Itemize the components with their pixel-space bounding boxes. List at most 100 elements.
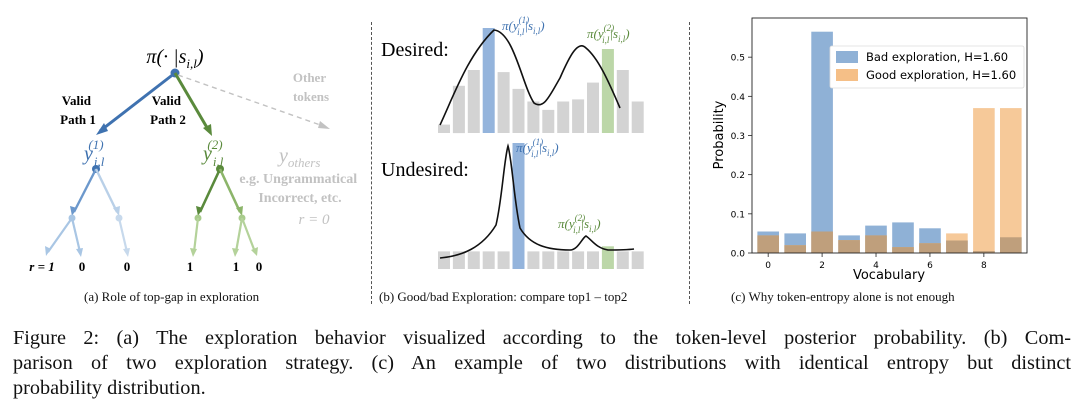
bad-exploration-bar: [892, 222, 914, 253]
arrow-r2: [232, 248, 239, 257]
desired-bar: [527, 101, 540, 133]
edge-y1-left: [72, 168, 98, 213]
undesired-bar: [557, 251, 570, 269]
undesired-label: Undesired:: [381, 159, 469, 181]
arrow-l3: [123, 248, 130, 257]
edge-l2: [70, 217, 82, 253]
desired-curve: [439, 29, 621, 126]
edge-y1-right: [94, 168, 119, 213]
desired-bar: [631, 101, 644, 133]
desired-bar: [482, 28, 495, 133]
plot-frame: [751, 17, 1028, 254]
panel-b-caption: (b) Good/bad Exploration: compare top1 –…: [379, 289, 628, 304]
arrow-l1: [45, 246, 51, 256]
panel-a-tree: π(· |si,l) Valid Path 1 Valid Path 2 Oth…: [29, 46, 360, 274]
root-policy-label: π(· |si,l): [146, 46, 203, 71]
overlap-bar: [1000, 237, 1022, 253]
desired-bar: [467, 70, 480, 133]
x-tick-label: 8: [981, 261, 987, 271]
edge-y2-right: [218, 168, 242, 213]
arrowhead-other: [318, 121, 330, 129]
undesired-bar: [438, 251, 450, 269]
figure-caption: Figure 2: (a) The exploration behavior v…: [13, 326, 1071, 401]
reward-leaf-2: 0: [79, 259, 86, 274]
reward-zero-label: r = 0: [299, 212, 330, 228]
legend-swatch-good: [836, 69, 858, 81]
desired-bar: [557, 101, 570, 133]
desired-pi1-label: π(y(1) i,l|si,l): [502, 15, 545, 37]
reward-leaf-1: r = 1: [29, 259, 54, 274]
path1-label: Valid Path 1: [60, 93, 96, 127]
arrowhead-path2: [203, 124, 212, 136]
x-axis-label: Vocabulary: [853, 268, 925, 283]
arrow-l2: [76, 248, 83, 257]
good-exploration-bar: [973, 108, 995, 253]
reward-leaf-3: 0: [124, 259, 131, 274]
desired-bar: [497, 72, 510, 133]
undesired-bar: [616, 251, 629, 269]
undesired-curve: [439, 143, 635, 259]
overlap-bar: [865, 235, 887, 253]
arrow-y2-right: [236, 206, 243, 216]
overlap-bar: [973, 251, 995, 253]
edge-r1: [192, 217, 200, 253]
y1-label: yi,l(1): [82, 137, 105, 169]
desired-bar: [542, 109, 555, 133]
edge-r3: [240, 217, 257, 253]
arrow-y1-left: [70, 206, 77, 216]
caption-line-3: probability distribution.: [13, 377, 206, 399]
y-tick-label: 0.4: [731, 93, 746, 103]
path2-label: Valid Path 2: [150, 93, 186, 127]
reward-leaf-5: 1: [233, 259, 240, 274]
chart-bars: [757, 31, 1022, 254]
overlap-bar: [892, 247, 914, 253]
branch-path2: [173, 72, 211, 132]
undesired-bar: [482, 251, 495, 269]
overlap-bar: [811, 231, 833, 253]
panel-b-distributions: Desired: Undesired: π(y(1) i,l|si,l) π(y(…: [381, 15, 644, 269]
overlap-bar: [757, 235, 779, 253]
y-tick-label: 0.3: [731, 132, 745, 142]
desired-bar: [572, 99, 585, 133]
arrow-r3: [251, 247, 258, 256]
bad-exploration-bar: [811, 31, 833, 254]
desired-pi2-label: π(y(2) i,l|si,l): [587, 23, 630, 45]
x-tick-label: 0: [765, 261, 771, 271]
desired-bar: [587, 82, 599, 133]
others-description: e.g. Ungrammatical Incorrect, etc.: [239, 172, 360, 206]
edge-l3: [117, 217, 129, 253]
overlap-bar: [838, 240, 860, 253]
reward-leaf-6: 0: [256, 259, 263, 274]
edge-r2: [234, 217, 244, 253]
branch-other: [177, 74, 327, 128]
edge-l1: [47, 217, 73, 253]
undesired-bar: [527, 251, 540, 269]
separator-right: [689, 22, 690, 304]
x-tick-label: 2: [819, 261, 825, 271]
edge-y2-left: [198, 168, 222, 213]
desired-bar: [438, 124, 450, 133]
y2-label: yi,l(2): [201, 137, 224, 169]
desired-bar: [452, 85, 465, 134]
y-tick-label: 0.5: [731, 54, 745, 64]
caption-line-1: Figure 2: (a) The exploration behavior v…: [13, 327, 1071, 349]
panel-a-caption: (a) Role of top-gap in exploration: [84, 289, 260, 304]
arrowhead-path1: [96, 123, 108, 135]
undesired-bar: [497, 251, 510, 269]
arrow-y1-right: [113, 206, 120, 216]
caption-line-2: parison of two exploration strategy. (c)…: [13, 352, 1071, 374]
branch-path1: [99, 71, 176, 133]
panel-c-bar-chart: 0.0 0.1 0.2 0.3 0.4 0.5 0 2 4 6 8 Probability Voca…: [712, 17, 1028, 283]
undesired-bar: [467, 251, 480, 269]
undesired-pi2-label: π(y(2) i,l|si,l): [558, 213, 601, 235]
undesired-bar: [631, 251, 644, 269]
undesired-bar: [542, 251, 555, 269]
desired-bar: [616, 70, 629, 133]
overlap-bar: [946, 240, 968, 253]
reward-leaf-4: 1: [187, 259, 194, 274]
yothers-label: yothers: [277, 145, 320, 170]
good-exploration-bar: [1000, 108, 1022, 253]
y-tick-label: 0.2: [731, 171, 745, 181]
legend-label-bad: Bad exploration, H=1.60: [866, 50, 1008, 64]
legend: Bad exploration, H=1.60 Good exploration…: [829, 45, 1025, 89]
